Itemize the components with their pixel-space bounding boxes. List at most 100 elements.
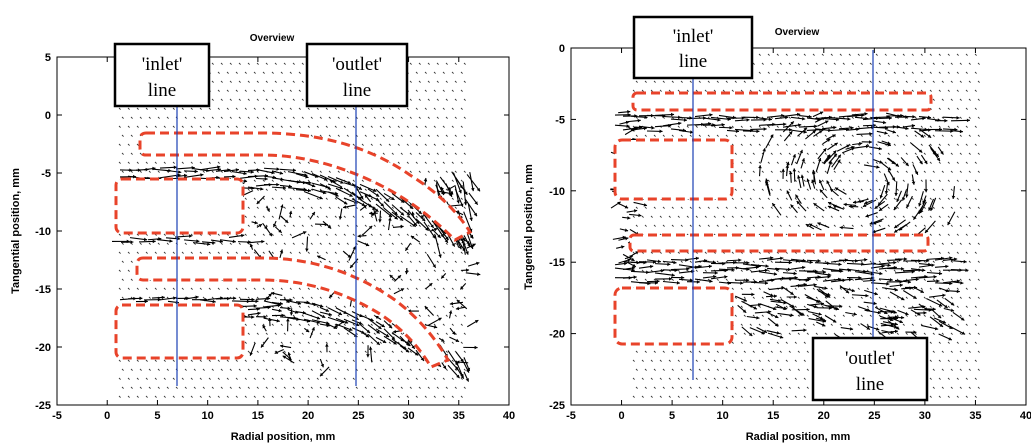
background-dot — [382, 350, 385, 353]
background-dot — [776, 53, 779, 56]
velocity-vector-head — [823, 148, 827, 152]
background-dot — [941, 62, 944, 65]
background-dot — [959, 170, 962, 173]
background-dot — [316, 377, 319, 380]
background-dot — [725, 350, 728, 353]
velocity-vector-head — [470, 245, 474, 249]
background-dot — [148, 170, 151, 173]
velocity-vector-head — [817, 158, 822, 162]
background-dot — [163, 107, 166, 110]
velocity-vector-head — [922, 116, 926, 121]
background-dot — [776, 395, 779, 398]
background-dot — [418, 170, 421, 173]
velocity-vector-head — [440, 186, 445, 191]
background-dot — [815, 332, 818, 335]
velocity-vector-head — [212, 240, 216, 245]
background-dot — [902, 53, 905, 56]
velocity-vector-head — [319, 304, 324, 308]
background-dot — [325, 305, 328, 308]
velocity-vector-head — [316, 316, 321, 320]
left-outlet-callout: 'outlet' line — [305, 42, 409, 108]
background-dot — [388, 269, 391, 272]
background-dot — [253, 107, 256, 110]
background-dot — [797, 170, 800, 173]
background-dot — [445, 152, 448, 155]
velocity-vector-head — [797, 112, 801, 117]
left-inlet-callout: 'inlet' line — [113, 42, 211, 108]
background-dot — [932, 206, 935, 209]
background-dot — [716, 278, 719, 281]
velocity-vector-head — [824, 286, 828, 290]
background-dot — [343, 215, 346, 218]
background-dot — [433, 323, 436, 326]
background-dot — [716, 224, 719, 227]
background-dot — [460, 161, 463, 164]
background-dot — [635, 386, 638, 389]
background-dot — [409, 98, 412, 101]
background-dot — [154, 125, 157, 128]
background-dot — [794, 269, 797, 272]
background-dot — [292, 386, 295, 389]
velocity-vector — [452, 172, 462, 194]
background-dot — [932, 368, 935, 371]
background-dot — [454, 296, 457, 299]
background-dot — [941, 242, 944, 245]
background-dot — [271, 395, 274, 398]
background-dot — [848, 305, 851, 308]
background-dot — [716, 386, 719, 389]
background-dot — [761, 296, 764, 299]
velocity-vector-head — [827, 272, 832, 277]
velocity-vector-head — [276, 167, 280, 171]
velocity-vector-head — [864, 258, 868, 262]
background-dot — [319, 350, 322, 353]
velocity-vector-head — [451, 243, 455, 247]
background-dot — [833, 314, 836, 317]
velocity-vector-head — [368, 346, 373, 350]
background-dot — [770, 350, 773, 353]
background-dot — [956, 287, 959, 290]
background-dot — [968, 314, 971, 317]
background-dot — [220, 116, 223, 119]
background-dot — [707, 350, 710, 353]
velocity-vector-head — [793, 295, 797, 299]
velocity-vector-head — [287, 352, 292, 356]
background-dot — [220, 98, 223, 101]
background-dot — [815, 80, 818, 83]
velocity-vector-head — [407, 309, 411, 313]
background-dot — [713, 125, 716, 128]
background-dot — [289, 161, 292, 164]
background-dot — [352, 143, 355, 146]
background-dot — [406, 143, 409, 146]
background-dot — [821, 53, 824, 56]
background-dot — [776, 197, 779, 200]
velocity-vector-head — [253, 304, 257, 308]
velocity-vector-head — [817, 259, 821, 263]
background-dot — [325, 359, 328, 362]
background-dot — [118, 161, 121, 164]
velocity-vector-head — [274, 350, 279, 354]
background-dot — [632, 251, 635, 254]
background-dot — [337, 260, 340, 263]
velocity-vector-head — [950, 302, 955, 306]
background-dot — [298, 179, 301, 182]
background-dot — [779, 314, 782, 317]
velocity-vector-head — [731, 267, 735, 272]
velocity-vector-head — [833, 125, 837, 130]
background-dot — [974, 359, 977, 362]
velocity-vector-head — [366, 354, 370, 358]
background-dot — [752, 206, 755, 209]
velocity-vector-head — [474, 345, 478, 350]
background-dot — [758, 179, 761, 182]
velocity-vector-head — [824, 120, 829, 124]
velocity-vector-head — [869, 221, 874, 225]
background-dot — [695, 89, 698, 92]
background-dot — [463, 206, 466, 209]
background-dot — [463, 368, 466, 371]
background-dot — [644, 386, 647, 389]
background-dot — [866, 89, 869, 92]
background-dot — [923, 332, 926, 335]
background-dot — [725, 206, 728, 209]
velocity-vector — [854, 271, 875, 275]
velocity-vector-head — [770, 134, 774, 138]
velocity-vector-head — [189, 234, 193, 238]
